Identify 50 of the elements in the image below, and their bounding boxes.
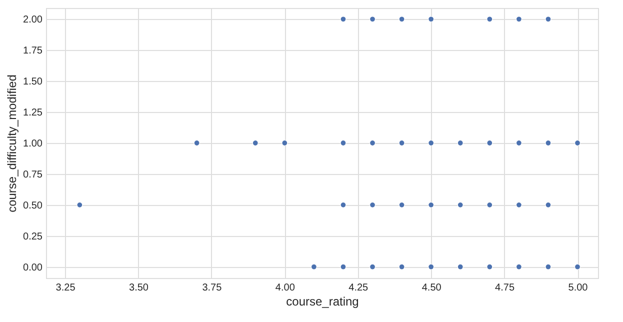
point	[428, 140, 434, 146]
point	[310, 264, 317, 270]
point	[574, 264, 581, 270]
y-tick-label: 0.25	[23, 231, 43, 242]
point	[486, 140, 493, 146]
x-tick-label: 4.00	[275, 282, 296, 294]
point	[486, 16, 493, 22]
x-tick-label: 5.00	[568, 282, 588, 294]
point	[457, 264, 464, 270]
y-tick-label: 0.50	[23, 200, 43, 212]
y-tick-label: 1.75	[23, 46, 43, 57]
point	[545, 140, 552, 146]
point	[398, 264, 405, 270]
point	[398, 140, 405, 146]
point	[369, 264, 376, 270]
x-tick-label: 4.50	[422, 282, 442, 294]
x-tick-label: 4.25	[348, 282, 369, 294]
y-tick-label: 1.50	[23, 76, 43, 88]
y-tick-label: 0.75	[23, 169, 43, 180]
point	[574, 140, 581, 146]
point	[516, 16, 522, 22]
y-tick-label: 1.25	[23, 108, 43, 119]
point	[428, 202, 434, 208]
point	[545, 264, 552, 270]
y-tick-label: 0.00	[23, 262, 43, 274]
point	[369, 16, 376, 22]
point	[457, 140, 464, 146]
x-tick-label: 3.75	[202, 282, 222, 294]
point	[398, 16, 405, 22]
y-axis-title: course_difficulty_modified	[5, 74, 20, 212]
point	[369, 140, 376, 146]
point	[545, 16, 552, 22]
x-tick-label: 3.50	[129, 282, 149, 294]
point	[486, 264, 493, 270]
point	[369, 202, 376, 208]
x-tick-label: 4.75	[495, 282, 515, 294]
point	[252, 140, 258, 146]
point	[340, 16, 346, 22]
point	[428, 16, 434, 22]
point	[194, 140, 200, 146]
x-axis-title: course_rating	[286, 294, 359, 308]
y-tick-label: 1.00	[23, 138, 43, 150]
y-tick-label: 2.00	[23, 14, 43, 26]
point	[428, 264, 434, 270]
point	[516, 140, 522, 146]
point	[282, 140, 288, 146]
point	[340, 140, 346, 146]
x-tick-label: 3.25	[56, 282, 76, 294]
point	[340, 264, 346, 270]
point	[516, 264, 522, 270]
